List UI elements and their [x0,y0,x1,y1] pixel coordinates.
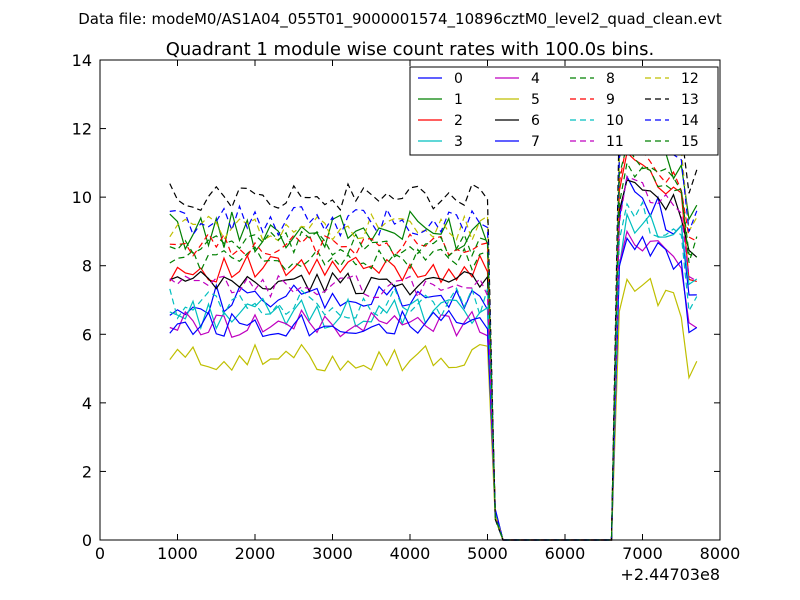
x-tick-label: 8000 [700,544,741,563]
x-tick-label: 6000 [545,544,586,563]
y-tick-label: 4 [82,394,92,413]
y-tick-label: 8 [82,257,92,276]
x-offset-label: +2.44703e8 [620,565,720,584]
series-line-11 [169,175,698,541]
legend-label-2: 2 [454,113,463,129]
plot-frame [99,59,721,541]
legend-label-0: 0 [454,71,463,87]
suptitle: Data file: modeM0/AS1A04_055T01_90000015… [78,10,722,29]
legend-frame [409,66,719,156]
x-tick-label: 7000 [622,544,663,563]
legend-label-8: 8 [606,71,615,87]
y-tick-label: 2 [82,462,92,481]
chart-title: Quadrant 1 module wise count rates with … [166,39,655,60]
x-tick-label: 1000 [157,544,198,563]
legend-label-1: 1 [454,92,463,108]
legend-label-9: 9 [606,92,615,108]
y-tick-label: 12 [72,120,92,139]
x-tick-label: 2000 [235,544,276,563]
legend-label-3: 3 [454,134,463,150]
series-line-8 [169,161,698,541]
x-tick-label: 0 [95,544,105,563]
legend-label-15: 15 [681,134,699,150]
series-line-13 [169,86,698,541]
legend-label-12: 12 [681,71,699,87]
legend-label-4: 4 [531,71,540,87]
y-tick-label: 14 [72,51,92,70]
ticks-layer: 0 1000 2000 3000 4000 5000 6000 7000 80000246810… [72,51,741,563]
legend-label-11: 11 [606,134,624,150]
legend-label-5: 5 [531,92,540,108]
legend-label-14: 14 [681,113,699,129]
y-tick-label: 6 [82,325,92,344]
x-tick-label: 3000 [312,544,353,563]
x-tick-label: 5000 [467,544,508,563]
legend-label-7: 7 [531,134,540,150]
x-tick-label: 4000 [390,544,431,563]
legend-label-13: 13 [681,92,699,108]
legend-label-6: 6 [531,113,540,129]
y-tick-label: 10 [72,188,92,207]
legend-label-10: 10 [606,113,624,129]
y-tick-label: 0 [82,531,92,550]
